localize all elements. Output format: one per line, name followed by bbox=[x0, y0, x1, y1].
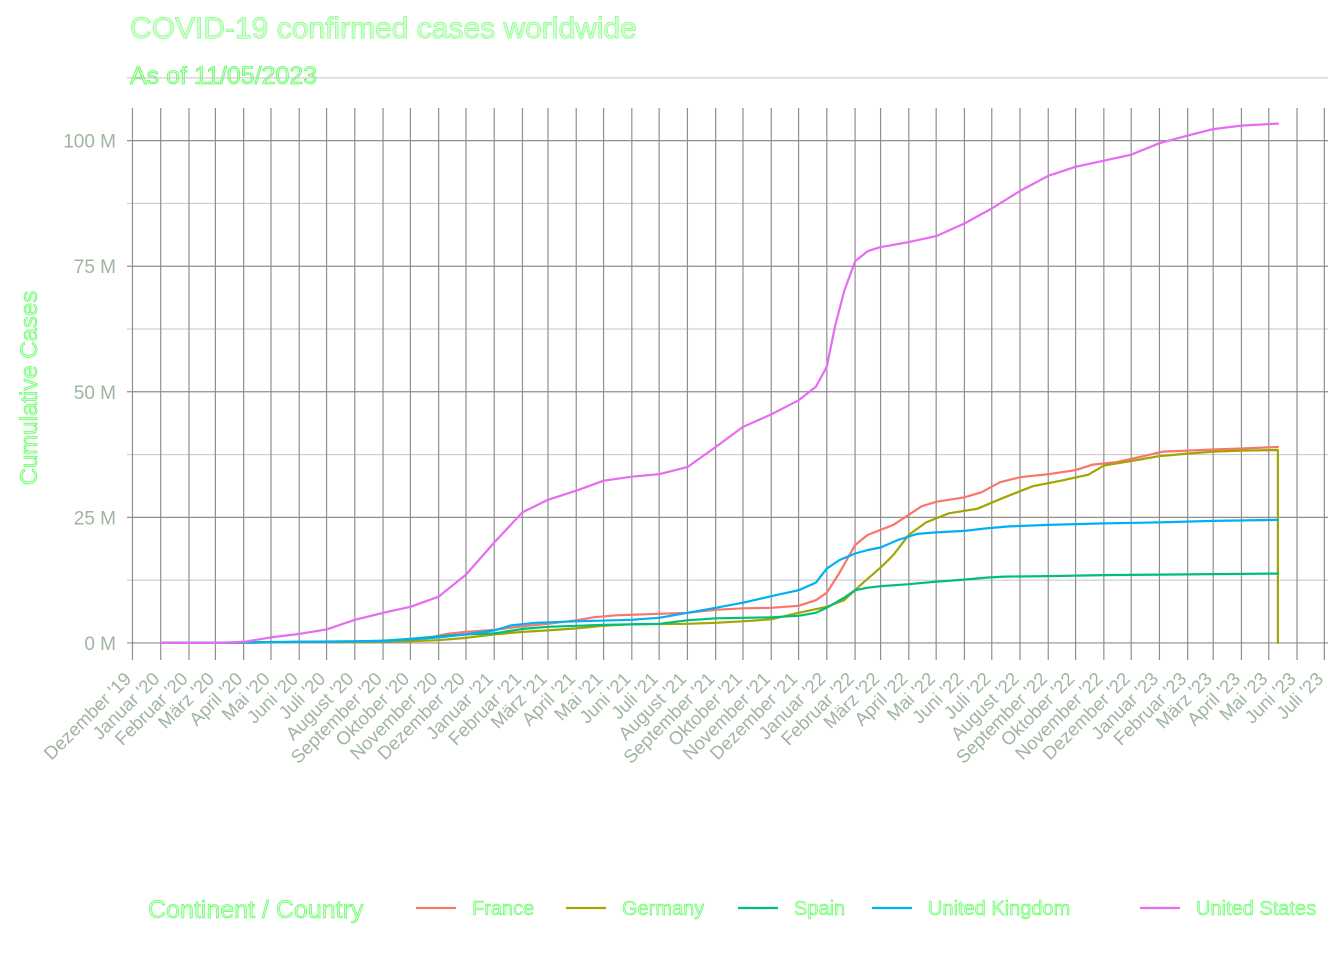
legend-label: United States bbox=[1196, 898, 1316, 920]
series-lines bbox=[161, 122, 1280, 645]
legend-label: Spain bbox=[794, 898, 845, 920]
series-line-spain bbox=[161, 572, 1280, 645]
legend-title: Continent / Country bbox=[148, 896, 364, 924]
chart-subtitle: As of 11/05/2023 bbox=[130, 62, 317, 90]
legend-label: United Kingdom bbox=[928, 898, 1070, 920]
y-tick-label: 50 M bbox=[74, 383, 116, 404]
y-tick-label: 100 M bbox=[63, 132, 116, 153]
y-tick-label: 0 M bbox=[84, 634, 116, 655]
grid bbox=[127, 77, 1328, 660]
y-axis-ticks: 0 M 25 M 50 M 75 M 100 M bbox=[63, 132, 116, 655]
y-axis-label: Cumulative Cases bbox=[16, 291, 43, 486]
series-line-france bbox=[161, 445, 1280, 645]
series-line-united-kingdom bbox=[161, 518, 1280, 645]
legend: Continent / Country France Germany Spain Un… bbox=[148, 896, 1317, 925]
legend-label: France bbox=[472, 898, 534, 920]
y-tick-label: 25 M bbox=[74, 508, 116, 529]
series-line-germany bbox=[161, 448, 1280, 645]
chart-title: COVID-19 confirmed cases worldwide bbox=[130, 12, 637, 45]
y-tick-label: 75 M bbox=[74, 257, 116, 278]
series-line-united-states bbox=[161, 122, 1280, 645]
legend-label: Germany bbox=[622, 898, 704, 920]
